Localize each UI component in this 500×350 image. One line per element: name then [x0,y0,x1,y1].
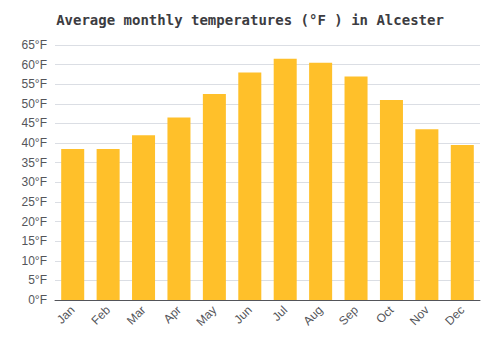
svg-text:Jan: Jan [54,303,78,327]
svg-text:Mar: Mar [124,303,149,327]
svg-text:0°F: 0°F [28,293,47,307]
svg-text:25°F: 25°F [22,195,47,209]
svg-text:Nov: Nov [407,303,432,328]
svg-text:Jun: Jun [231,303,255,327]
svg-text:30°F: 30°F [22,175,47,189]
svg-text:45°F: 45°F [22,116,47,130]
svg-text:40°F: 40°F [22,136,47,150]
svg-text:Apr: Apr [161,303,184,326]
svg-text:35°F: 35°F [22,156,47,170]
svg-text:55°F: 55°F [22,77,47,91]
svg-text:Aug: Aug [301,303,326,328]
svg-text:20°F: 20°F [22,215,47,229]
svg-text:5°F: 5°F [28,273,47,287]
svg-text:10°F: 10°F [22,254,47,268]
svg-text:May: May [193,303,219,329]
svg-text:Jul: Jul [269,303,290,324]
svg-text:Dec: Dec [442,303,467,328]
svg-text:60°F: 60°F [22,58,47,72]
svg-text:65°F: 65°F [22,38,47,52]
svg-text:Oct: Oct [373,303,397,327]
svg-text:50°F: 50°F [22,97,47,111]
svg-text:Feb: Feb [89,303,114,328]
svg-text:Average monthly temperatures (: Average monthly temperatures (°F ) in Al… [56,12,444,28]
svg-text:15°F: 15°F [22,234,47,248]
svg-text:Sep: Sep [336,303,361,328]
